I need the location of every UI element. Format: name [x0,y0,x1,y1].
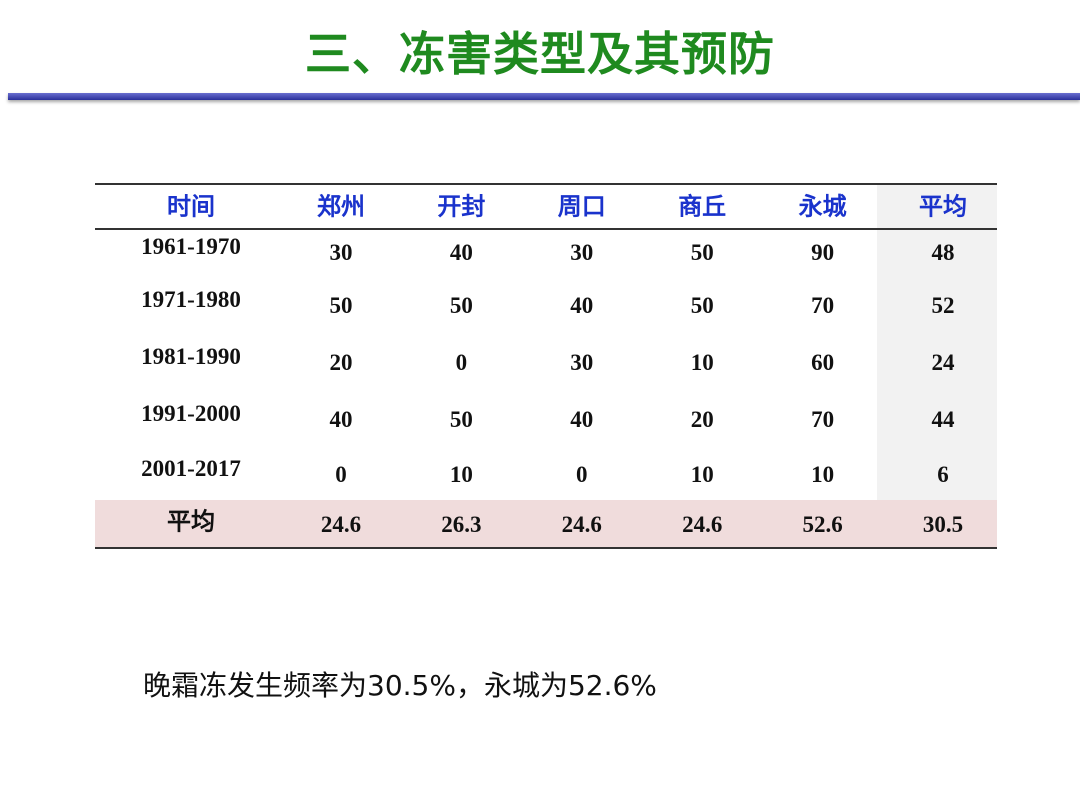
header-cell: 开封 [437,192,486,221]
caption: 晚霜冻发生频率为30.5%，永城为52.6% [143,669,657,702]
header-border [95,228,997,230]
header-cell: 郑州 [317,192,365,221]
footer-value: 24.6 [320,512,362,537]
footer-value: 24.6 [561,512,602,537]
cell-value: 30 [570,350,594,375]
cell-value: 44 [931,407,955,432]
row-label: 2001-2017 [141,456,241,481]
cell-value: 50 [449,407,473,432]
row-label: 1971-1980 [141,287,241,312]
cell-value: 20 [690,407,714,432]
cell-value: 70 [811,293,835,318]
cell-value: 24 [931,350,955,375]
cell-value: 0 [455,350,468,375]
header-cell: 时间 [167,192,215,221]
cell-value: 0 [335,462,347,487]
bottom-border [95,547,997,549]
cell-value: 50 [690,240,714,265]
cell-value: 10 [690,462,714,487]
cell-value: 60 [811,350,835,375]
header-cell: 平均 [919,192,967,221]
cell-value: 10 [449,462,473,487]
cell-value: 50 [329,293,353,318]
footer-value: 26.3 [441,512,482,537]
cell-value: 10 [690,350,714,375]
row-label: 1981-1990 [141,344,241,369]
table: 时间 郑州 开封 周口 商丘 永城 平均 1961-1970 30 40 30 50 90 48 1971-… [95,183,997,549]
cell-value: 30 [329,240,353,265]
row-label: 1961-1970 [141,234,241,259]
cell-value: 90 [811,240,835,265]
cell-value: 10 [811,462,835,487]
cell-value: 50 [690,293,714,318]
cell-value: 48 [931,240,955,265]
cell-value: 40 [449,240,473,265]
header-cell: 商丘 [678,192,727,221]
cell-value: 40 [570,293,594,318]
cell-value: 30 [570,240,594,265]
cell-value: 52 [931,293,955,318]
average-column-bg [877,183,997,500]
cell-value: 0 [576,462,588,487]
slide-title: 三、冻害类型及其预防 [305,27,775,81]
cell-value: 40 [329,407,353,432]
header-cell: 周口 [557,192,606,221]
footer-label: 平均 [167,507,215,536]
footer-row-bg [95,500,997,548]
cell-value: 50 [449,293,473,318]
cell-value: 70 [811,407,835,432]
cell-value: 20 [329,350,353,375]
top-border [95,183,997,185]
title-underline [8,93,1080,100]
footer-value: 30.5 [922,512,964,537]
footer-value: 52.6 [802,512,843,537]
row-label: 1991-2000 [141,401,241,426]
cell-value: 40 [570,407,594,432]
cell-value: 6 [937,462,949,487]
header-cell: 永城 [798,192,847,221]
footer-value: 24.6 [682,512,723,537]
